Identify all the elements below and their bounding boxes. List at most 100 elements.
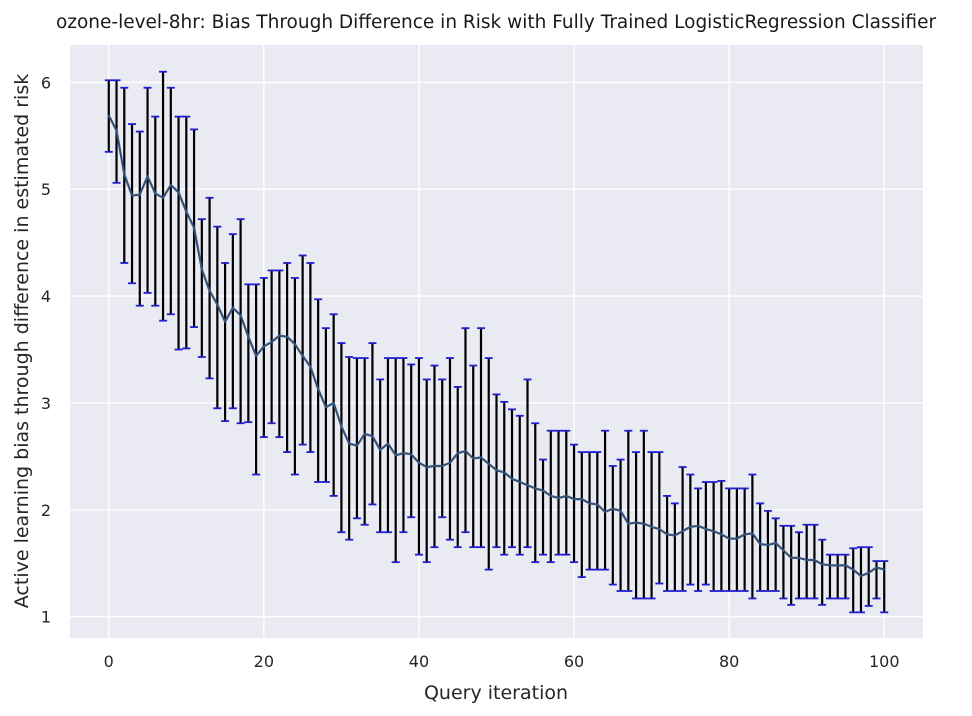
data-point [464,450,467,452]
y-tick-labels: 1 2 3 4 5 6 [41,73,51,626]
data-point [805,559,808,561]
data-point [612,507,614,510]
data-point [107,114,110,117]
data-point [635,521,637,524]
data-point [232,307,234,309]
data-point [534,487,537,490]
data-point [867,572,870,574]
data-point [348,442,350,445]
data-point [518,481,521,483]
data-point [542,489,544,492]
chart-title: ozone-level-8hr: Bias Through Difference… [56,12,937,33]
data-point [309,365,312,368]
y-axis-label: Active learning bias through difference … [11,74,33,608]
data-point [185,210,188,213]
data-point [650,526,653,528]
data-point [728,537,730,540]
data-point [449,461,451,464]
data-point [255,355,257,357]
data-point [596,503,599,506]
data-point [658,528,661,530]
data-point [247,335,250,338]
data-point [332,402,335,404]
plot-background [70,45,923,638]
x-tick-label: 40 [409,652,429,671]
data-point [410,453,413,456]
data-point [402,452,405,454]
data-point [270,341,273,343]
data-point [821,563,823,566]
data-point [588,502,591,505]
x-tick-labels: 0 20 40 60 80 100 [104,652,900,671]
data-point [844,564,847,567]
data-point [697,525,699,527]
data-point [813,559,816,561]
x-tick-label: 20 [254,652,274,671]
data-point [263,345,265,348]
data-point [131,194,133,197]
data-point [743,533,746,536]
data-point [286,335,288,338]
data-point [177,191,180,194]
data-point [146,175,149,178]
data-point [712,530,715,532]
data-point [751,532,754,535]
data-point [480,456,482,459]
data-point [363,433,366,435]
x-tick-label: 0 [104,652,114,671]
x-axis-label: Query iteration [424,682,568,704]
data-point [278,334,281,337]
data-point [705,528,707,530]
data-point [643,522,645,525]
data-point [340,425,343,428]
data-point [123,173,126,176]
data-point [604,511,606,513]
data-point [301,355,304,357]
data-point [581,498,583,500]
data-point [503,471,506,474]
data-point [689,526,692,528]
data-point [193,226,195,229]
data-point [511,477,513,480]
data-point [627,522,630,525]
x-tick-label: 80 [719,652,739,671]
data-point [325,406,327,409]
data-point [774,542,777,544]
y-tick-label: 2 [41,501,51,520]
data-point [852,568,855,571]
data-point [441,465,444,467]
y-tick-label: 4 [41,287,51,306]
data-point [619,510,622,512]
data-point [565,495,568,497]
data-point [829,564,831,567]
data-point [759,543,761,545]
data-point [720,533,723,536]
data-point [767,544,769,546]
data-point [782,549,785,552]
data-point [681,530,684,532]
data-point [162,196,164,199]
data-point [201,268,203,271]
data-point [790,557,792,559]
data-point [674,534,676,537]
data-point [154,192,157,195]
y-tick-label: 1 [41,608,51,627]
data-point [495,469,498,472]
data-point [115,129,118,132]
data-point [883,568,886,571]
data-point [456,452,459,454]
data-point [736,537,738,540]
data-point [526,484,529,487]
data-point [239,314,242,317]
x-tick-label: 60 [564,652,584,671]
data-point [170,184,172,186]
y-tick-label: 5 [41,180,51,199]
data-point [138,193,141,196]
data-point [798,557,800,559]
data-point [387,442,389,445]
data-point [487,463,490,465]
data-point [216,303,219,306]
data-point [317,388,319,390]
data-point [573,498,575,500]
